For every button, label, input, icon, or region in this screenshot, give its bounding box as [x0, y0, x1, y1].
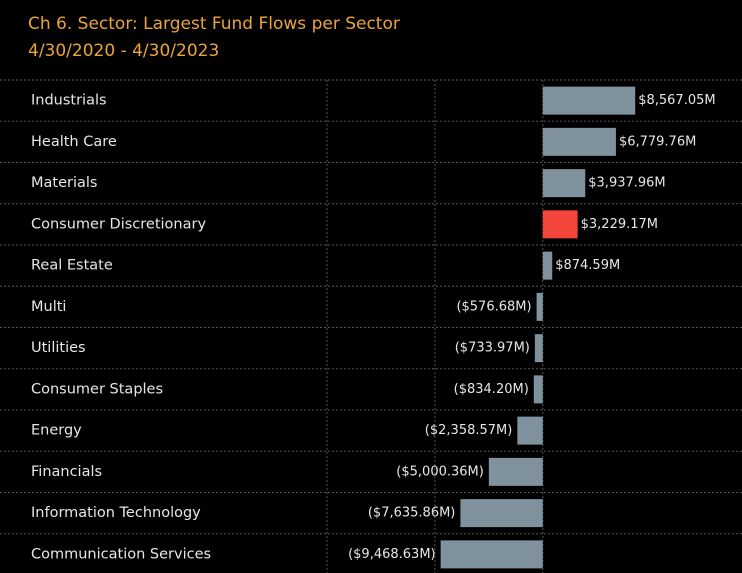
bar [542, 86, 636, 115]
value-label: ($5,000.36M) [396, 464, 484, 479]
category-label: Health Care [31, 134, 117, 150]
value-label: $6,779.76M [619, 134, 696, 149]
value-label: $8,567.05M [638, 93, 715, 108]
category-label: Consumer Staples [31, 381, 163, 397]
category-label: Real Estate [31, 258, 113, 274]
bar [460, 499, 543, 528]
category-label: Industrials [31, 93, 107, 109]
bar [488, 457, 543, 486]
value-label: $3,937.96M [588, 176, 665, 191]
category-label: Multi [31, 299, 66, 315]
value-label: ($733.97M) [455, 341, 530, 356]
category-label: Communication Services [31, 546, 211, 562]
bar [517, 416, 543, 445]
category-label: Financials [31, 464, 102, 480]
value-label: $874.59M [555, 258, 620, 273]
value-label: ($9,468.63M) [348, 547, 436, 562]
bar [542, 127, 616, 156]
category-label: Consumer Discretionary [31, 216, 206, 232]
bar [542, 169, 586, 198]
bar [536, 292, 543, 321]
value-label: ($7,635.86M) [368, 506, 456, 521]
value-label: ($834.20M) [454, 382, 529, 397]
category-label: Energy [31, 423, 82, 439]
chart-title: Ch 6. Sector: Largest Fund Flows per Sec… [28, 14, 400, 34]
chart-subtitle: 4/30/2020 - 4/30/2023 [28, 41, 219, 61]
category-label: Materials [31, 175, 97, 191]
value-label: ($2,358.57M) [425, 423, 513, 438]
category-label: Information Technology [31, 505, 201, 521]
bar [440, 540, 543, 569]
bar [542, 210, 578, 239]
bar [533, 375, 543, 404]
bar [534, 334, 543, 363]
value-label: $3,229.17M [581, 217, 658, 232]
value-label: ($576.68M) [456, 299, 531, 314]
bar [542, 251, 553, 280]
category-label: Utilities [31, 340, 86, 356]
